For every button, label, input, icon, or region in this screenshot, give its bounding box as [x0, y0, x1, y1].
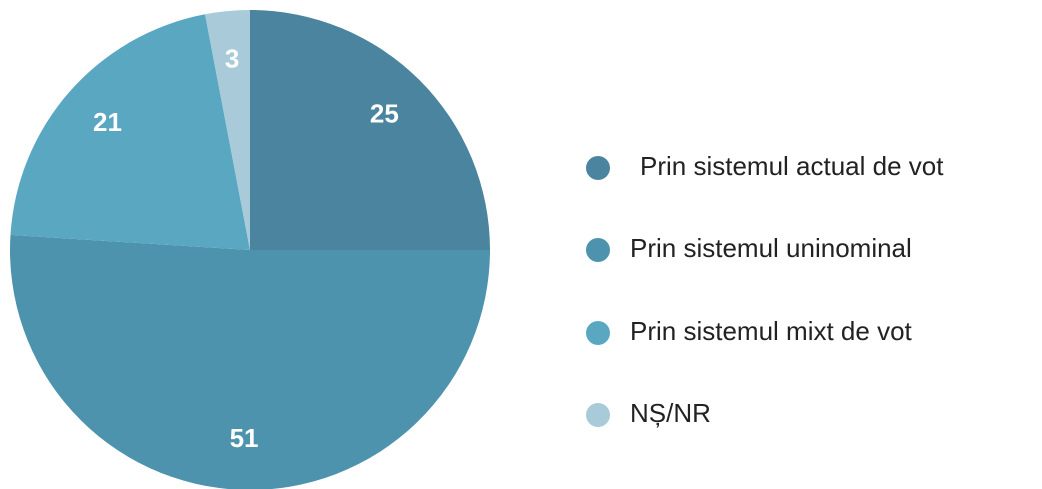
- data-label: 25: [370, 99, 399, 129]
- data-label: 21: [93, 107, 122, 137]
- legend-swatch: [586, 403, 610, 427]
- pie-slice: [10, 14, 250, 251]
- legend-label: Prin sistemul actual de vot: [640, 151, 944, 181]
- pie-slice: [250, 10, 490, 250]
- legend-label: Prin sistemul uninominal: [630, 233, 912, 263]
- pie-slice: [10, 234, 490, 489]
- data-label: 51: [230, 423, 259, 453]
- legend-swatch: [586, 321, 610, 345]
- data-label: 3: [225, 44, 239, 74]
- legend-label: NȘ/NR: [630, 398, 711, 428]
- pie-slice: [205, 10, 250, 250]
- legend-label: Prin sistemul mixt de vot: [630, 316, 913, 346]
- legend-swatch: [586, 156, 610, 180]
- legend-swatch: [586, 238, 610, 262]
